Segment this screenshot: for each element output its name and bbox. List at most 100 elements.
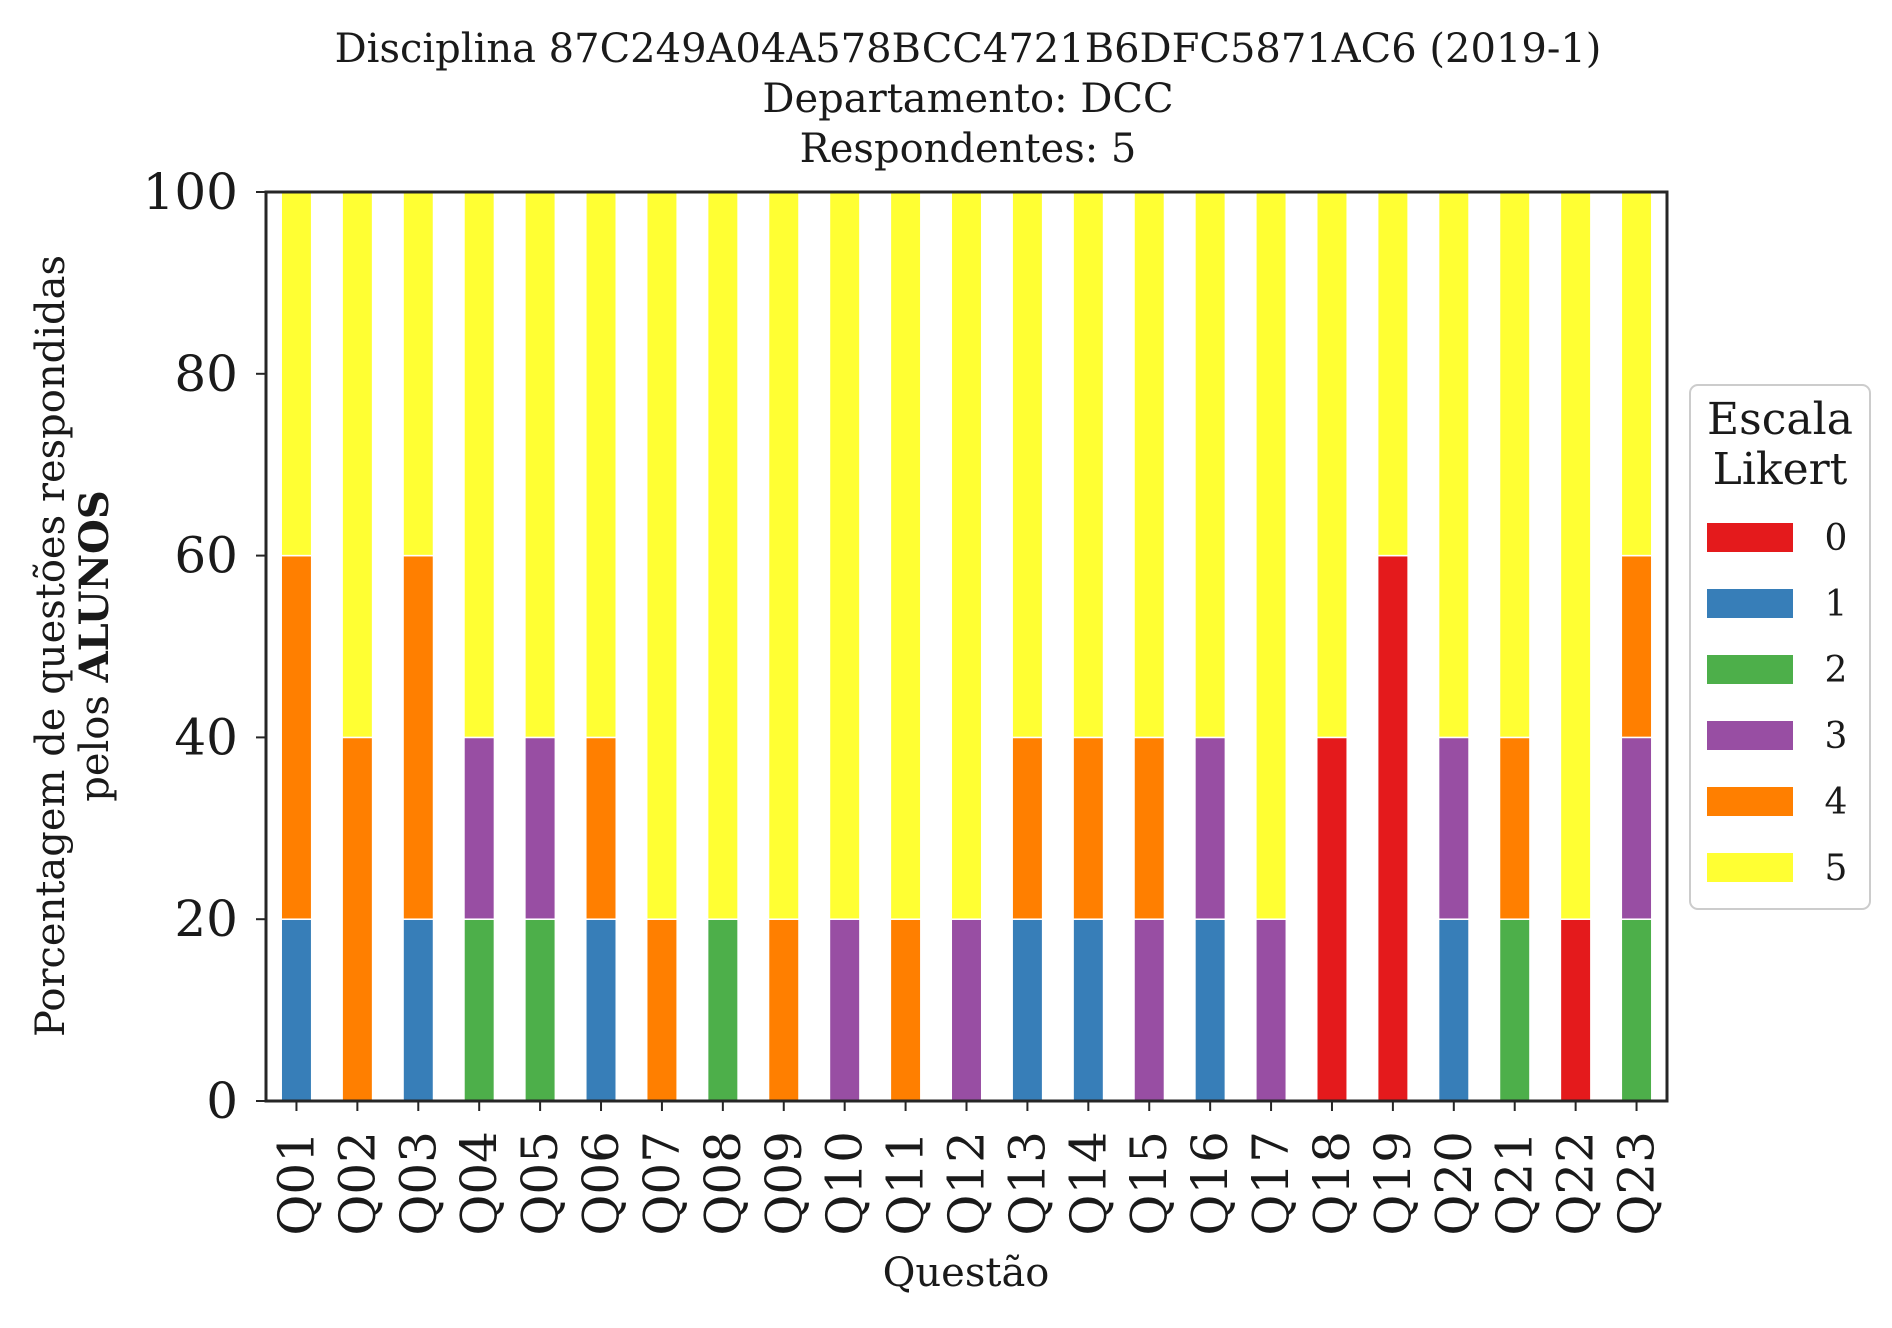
bar-segment-q16-likert-5	[1194, 191, 1227, 739]
legend: Escala Likert 0 1 2 3 4 5	[1689, 384, 1871, 910]
x-tick-label: Q14	[1059, 1131, 1117, 1236]
bar-segment-q04-likert-5	[463, 191, 496, 739]
bar-segment-q05-likert-2	[524, 918, 557, 1102]
legend-label-1: 1	[1825, 584, 1848, 625]
bars	[280, 191, 1653, 1102]
x-tick-label: Q23	[1608, 1131, 1666, 1236]
bar-segment-q19-likert-5	[1376, 191, 1409, 557]
legend-title-line-2: Likert	[1713, 444, 1848, 495]
bar-segment-q17-likert-3	[1255, 918, 1288, 1102]
bar-segment-q21-likert-4	[1498, 736, 1531, 920]
bar-segment-q04-likert-2	[463, 918, 496, 1102]
x-tick-label: Q08	[694, 1131, 752, 1236]
x-tick-label: Q15	[1120, 1131, 1178, 1236]
bar-segment-q12-likert-5	[950, 191, 983, 920]
x-tick-label: Q12	[938, 1131, 996, 1236]
y-tick-label: 80	[174, 345, 238, 403]
bar-segment-q12-likert-3	[950, 918, 983, 1102]
x-tick-label: Q07	[633, 1131, 691, 1236]
bar-segment-q06-likert-5	[585, 191, 617, 739]
y-axis-label-line-1: Porcentagem de questões respondidas	[28, 255, 74, 1037]
bar-segment-q21-likert-5	[1498, 191, 1531, 739]
y-axis-label-word: pelos	[72, 695, 118, 802]
x-axis-ticks: Q01 Q02 Q03 Q04 Q05 Q06 Q07 Q08 Q09 Q10 Q11 Q12 Q13 Q…	[267, 1101, 1666, 1236]
bar-segment-q20-likert-3	[1437, 736, 1470, 920]
x-tick-label: Q10	[816, 1131, 874, 1236]
legend-label-0: 0	[1825, 518, 1848, 559]
legend-swatch-1	[1707, 589, 1793, 618]
legend-swatch-2	[1707, 655, 1793, 684]
y-tick-label: 100	[143, 163, 238, 221]
x-tick-label: Q18	[1303, 1131, 1361, 1236]
bar-segment-q14-likert-1	[1072, 918, 1105, 1102]
y-tick-label: 40	[174, 708, 238, 766]
legend-frame	[1689, 384, 1871, 910]
bar-segment-q08-likert-2	[706, 918, 739, 1102]
x-tick-label: Q01	[267, 1131, 325, 1236]
x-tick-label: Q05	[511, 1131, 569, 1236]
bar-segment-q10-likert-3	[828, 918, 861, 1102]
bar-segment-q11-likert-5	[889, 191, 922, 920]
bar-segment-q05-likert-3	[524, 736, 557, 920]
bar-segment-q11-likert-4	[889, 918, 922, 1102]
bar-segment-q23-likert-2	[1620, 918, 1653, 1102]
bar-segment-q22-likert-5	[1559, 191, 1592, 920]
x-tick-label: Q17	[1242, 1131, 1300, 1236]
y-axis-ticks: 0 20 40 60 80 100	[143, 163, 266, 1130]
title-line-3: Respondentes: 5	[800, 126, 1137, 172]
bar-segment-q09-likert-5	[767, 191, 800, 920]
bar-segment-q05-likert-5	[524, 191, 557, 739]
bar-segment-q01-likert-4	[280, 554, 313, 920]
bar-segment-q10-likert-5	[828, 191, 861, 920]
x-tick-label: Q11	[877, 1131, 935, 1236]
bar-segment-q17-likert-5	[1255, 191, 1288, 920]
bar-segment-q15-likert-4	[1133, 736, 1166, 920]
bar-segment-q07-likert-4	[645, 918, 678, 1102]
legend-label-2: 2	[1825, 650, 1848, 691]
bar-segment-q07-likert-5	[645, 191, 678, 920]
x-axis-label: Questão	[883, 1250, 1050, 1296]
bar-segment-q18-likert-0	[1316, 736, 1348, 1102]
bar-segment-q01-likert-1	[280, 918, 313, 1102]
bar-segment-q23-likert-5	[1620, 191, 1653, 557]
x-tick-label: Q20	[1425, 1131, 1483, 1236]
legend-swatch-0	[1707, 523, 1793, 552]
x-tick-label: Q13	[998, 1131, 1056, 1236]
bar-segment-q06-likert-1	[585, 918, 617, 1102]
x-tick-label: Q06	[572, 1131, 630, 1236]
bar-segment-q14-likert-5	[1072, 191, 1105, 739]
bar-segment-q04-likert-3	[463, 736, 496, 920]
bar-segment-q02-likert-4	[341, 736, 374, 1102]
x-tick-label: Q03	[389, 1131, 447, 1236]
bar-segment-q23-likert-4	[1620, 554, 1653, 739]
bar-segment-q03-likert-4	[402, 554, 435, 920]
y-axis-label-spacer	[72, 682, 118, 695]
y-tick-label: 20	[174, 890, 238, 948]
title-line-1: Disciplina 87C249A04A578BCC4721B6DFC5871…	[335, 26, 1602, 72]
bar-segment-q18-likert-5	[1316, 191, 1348, 739]
x-tick-label: Q04	[450, 1131, 508, 1236]
bar-segment-q19-likert-0	[1376, 554, 1409, 1102]
x-tick-label: Q21	[1486, 1131, 1544, 1236]
x-tick-label: Q19	[1364, 1131, 1422, 1236]
bar-segment-q16-likert-3	[1194, 736, 1227, 920]
legend-swatch-4	[1707, 787, 1793, 816]
y-tick-label: 0	[206, 1072, 238, 1130]
y-axis-label-line-2: pelos ALUNOS	[71, 490, 118, 802]
legend-swatch-5	[1707, 853, 1793, 882]
bar-segment-q03-likert-5	[402, 191, 435, 557]
x-tick-label: Q02	[328, 1131, 386, 1236]
bar-segment-q03-likert-1	[402, 918, 435, 1102]
bar-segment-q09-likert-4	[767, 918, 800, 1102]
y-axis-label-emphasis: ALUNOS	[71, 490, 118, 683]
bar-segment-q13-likert-1	[1011, 918, 1044, 1102]
x-tick-label: Q16	[1181, 1131, 1239, 1236]
legend-label-3: 3	[1825, 716, 1848, 757]
bar-segment-q08-likert-5	[706, 191, 739, 920]
legend-label-5: 5	[1825, 848, 1848, 889]
bar-segment-q15-likert-5	[1133, 191, 1166, 739]
bar-segment-q22-likert-0	[1559, 918, 1592, 1102]
bar-segment-q01-likert-5	[280, 191, 313, 557]
chart-title: Disciplina 87C249A04A578BCC4721B6DFC5871…	[335, 26, 1602, 172]
